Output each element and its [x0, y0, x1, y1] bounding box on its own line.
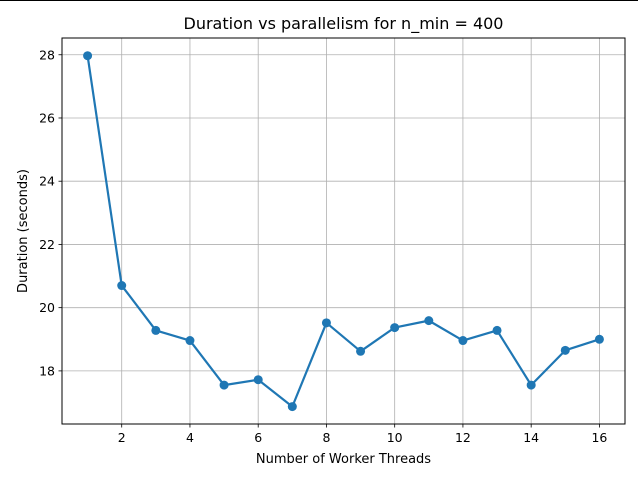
data-point — [83, 51, 93, 61]
data-point — [458, 336, 468, 346]
data-point — [287, 402, 297, 412]
data-point — [560, 345, 570, 355]
y-tick-label: 18 — [39, 363, 55, 378]
data-series — [83, 51, 604, 412]
data-point — [151, 325, 161, 335]
plot-area-frame — [61, 37, 626, 425]
data-point — [253, 375, 263, 385]
data-point — [390, 323, 400, 333]
y-tick-label: 20 — [39, 300, 55, 315]
y-axis-title: Duration (seconds) — [16, 169, 31, 293]
data-point — [424, 316, 434, 326]
grid-lines — [62, 38, 625, 424]
chart-title: Duration vs parallelism for n_min = 400 — [184, 14, 504, 34]
y-tick-label: 28 — [39, 47, 55, 62]
x-tick-label: 12 — [455, 430, 471, 445]
x-tick-label: 10 — [387, 430, 403, 445]
x-tick-label: 8 — [322, 430, 330, 445]
data-point — [526, 380, 536, 390]
x-tick-label: 4 — [186, 430, 194, 445]
data-point — [594, 334, 604, 344]
series-line — [86, 55, 600, 408]
data-point — [356, 346, 366, 356]
x-tick-label: 6 — [254, 430, 262, 445]
data-point — [219, 380, 229, 390]
x-tick-label: 2 — [118, 430, 126, 445]
x-axis-ticks: 2 4 6 8 10 12 14 16 — [118, 424, 607, 445]
data-point — [185, 336, 195, 346]
x-axis-title: Number of Worker Threads — [256, 452, 431, 467]
y-tick-label: 26 — [39, 110, 55, 125]
y-axis-ticks: 18 20 22 24 26 28 — [39, 47, 62, 378]
top-border-line — [0, 0, 638, 1]
y-tick-label: 22 — [39, 237, 55, 252]
x-tick-label: 14 — [523, 430, 539, 445]
x-tick-label: 16 — [591, 430, 607, 445]
data-point — [492, 325, 502, 335]
y-tick-label: 24 — [39, 174, 55, 189]
data-point — [117, 281, 127, 291]
data-point — [321, 318, 331, 328]
